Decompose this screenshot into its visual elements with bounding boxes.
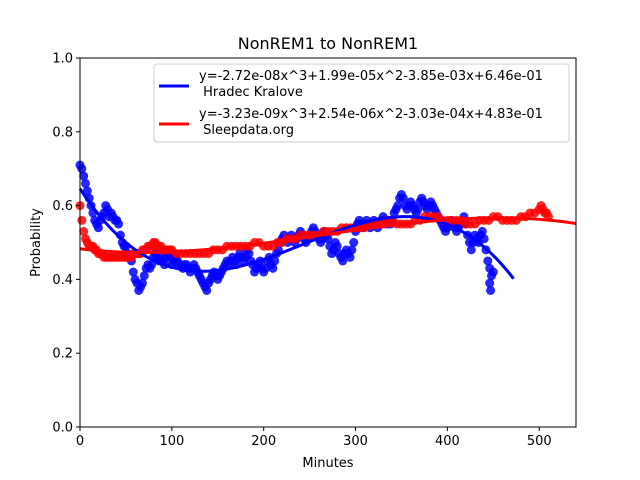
data-point: [477, 226, 487, 236]
x-tick-label: 300: [343, 434, 368, 449]
data-point: [483, 256, 493, 266]
data-point: [114, 219, 124, 229]
legend-label-hradec-kralove-source: Hradec Kralove: [199, 85, 303, 100]
plot-frame: [79, 57, 577, 428]
x-axis-title: Minutes: [302, 456, 353, 471]
y-axis-title: Probability: [29, 208, 44, 277]
data-point: [338, 256, 348, 266]
chart-title: NonREM1 to NonREM1: [238, 34, 418, 53]
y-tick-label: 0.8: [52, 125, 73, 140]
data-point: [137, 278, 147, 288]
data-point: [270, 256, 280, 266]
data-point: [485, 278, 495, 288]
y-tick-label: 1.0: [52, 52, 73, 67]
data-point: [81, 178, 91, 188]
data-point: [486, 285, 496, 295]
legend-box: [153, 63, 570, 143]
data-point: [79, 171, 89, 181]
data-point: [345, 252, 355, 262]
legend-label-sleepdata-org-source: Sleepdata.org: [199, 123, 294, 138]
data-point: [128, 267, 138, 277]
data-point: [398, 193, 408, 203]
legend-label-sleepdata-org-equation: y=-3.23e-09x^3+2.54e-06x^2-3.03e-04x+4.8…: [199, 107, 543, 122]
legend: y=-2.72e-08x^3+1.99e-05x^2-3.85e-03x+6.4…: [153, 63, 570, 143]
series-1-points: [75, 201, 553, 262]
data-point: [77, 215, 87, 225]
y-tick-label: 0.6: [52, 199, 73, 214]
data-point: [147, 260, 157, 270]
legend-label-hradec-kralove-equation: y=-2.72e-08x^3+1.99e-05x^2-3.85e-03x+6.4…: [199, 69, 543, 84]
x-tick-label: 100: [159, 434, 184, 449]
x-tick-label: 400: [435, 434, 460, 449]
data-point: [332, 241, 342, 251]
data-point: [488, 267, 498, 277]
data-point: [479, 234, 489, 244]
series-0-fit-line: [78, 187, 515, 280]
data-point: [466, 245, 476, 255]
y-axis: 0.0 0.2 0.4 0.6 0.8 1.0: [52, 52, 80, 436]
y-tick-label: 0.2: [52, 347, 73, 362]
fit-lines: [78, 187, 577, 280]
data-point: [413, 204, 423, 214]
data-point: [202, 285, 212, 295]
x-tick-label: 200: [251, 434, 276, 449]
data-point: [139, 271, 149, 281]
data-point: [79, 226, 89, 236]
x-tick-label: 0: [76, 434, 84, 449]
y-tick-label: 0.0: [52, 421, 73, 436]
series-1-fit-line: [79, 216, 577, 254]
x-axis: 0 100 200 300 400 500: [76, 427, 552, 449]
data-point: [82, 186, 92, 196]
data-point: [268, 263, 278, 273]
data-point: [93, 223, 103, 233]
data-point: [244, 249, 254, 259]
data-point: [349, 238, 359, 247]
data-point: [347, 245, 357, 255]
y-tick-label: 0.4: [52, 273, 73, 288]
data-point: [393, 201, 403, 211]
x-tick-label: 500: [527, 434, 552, 449]
